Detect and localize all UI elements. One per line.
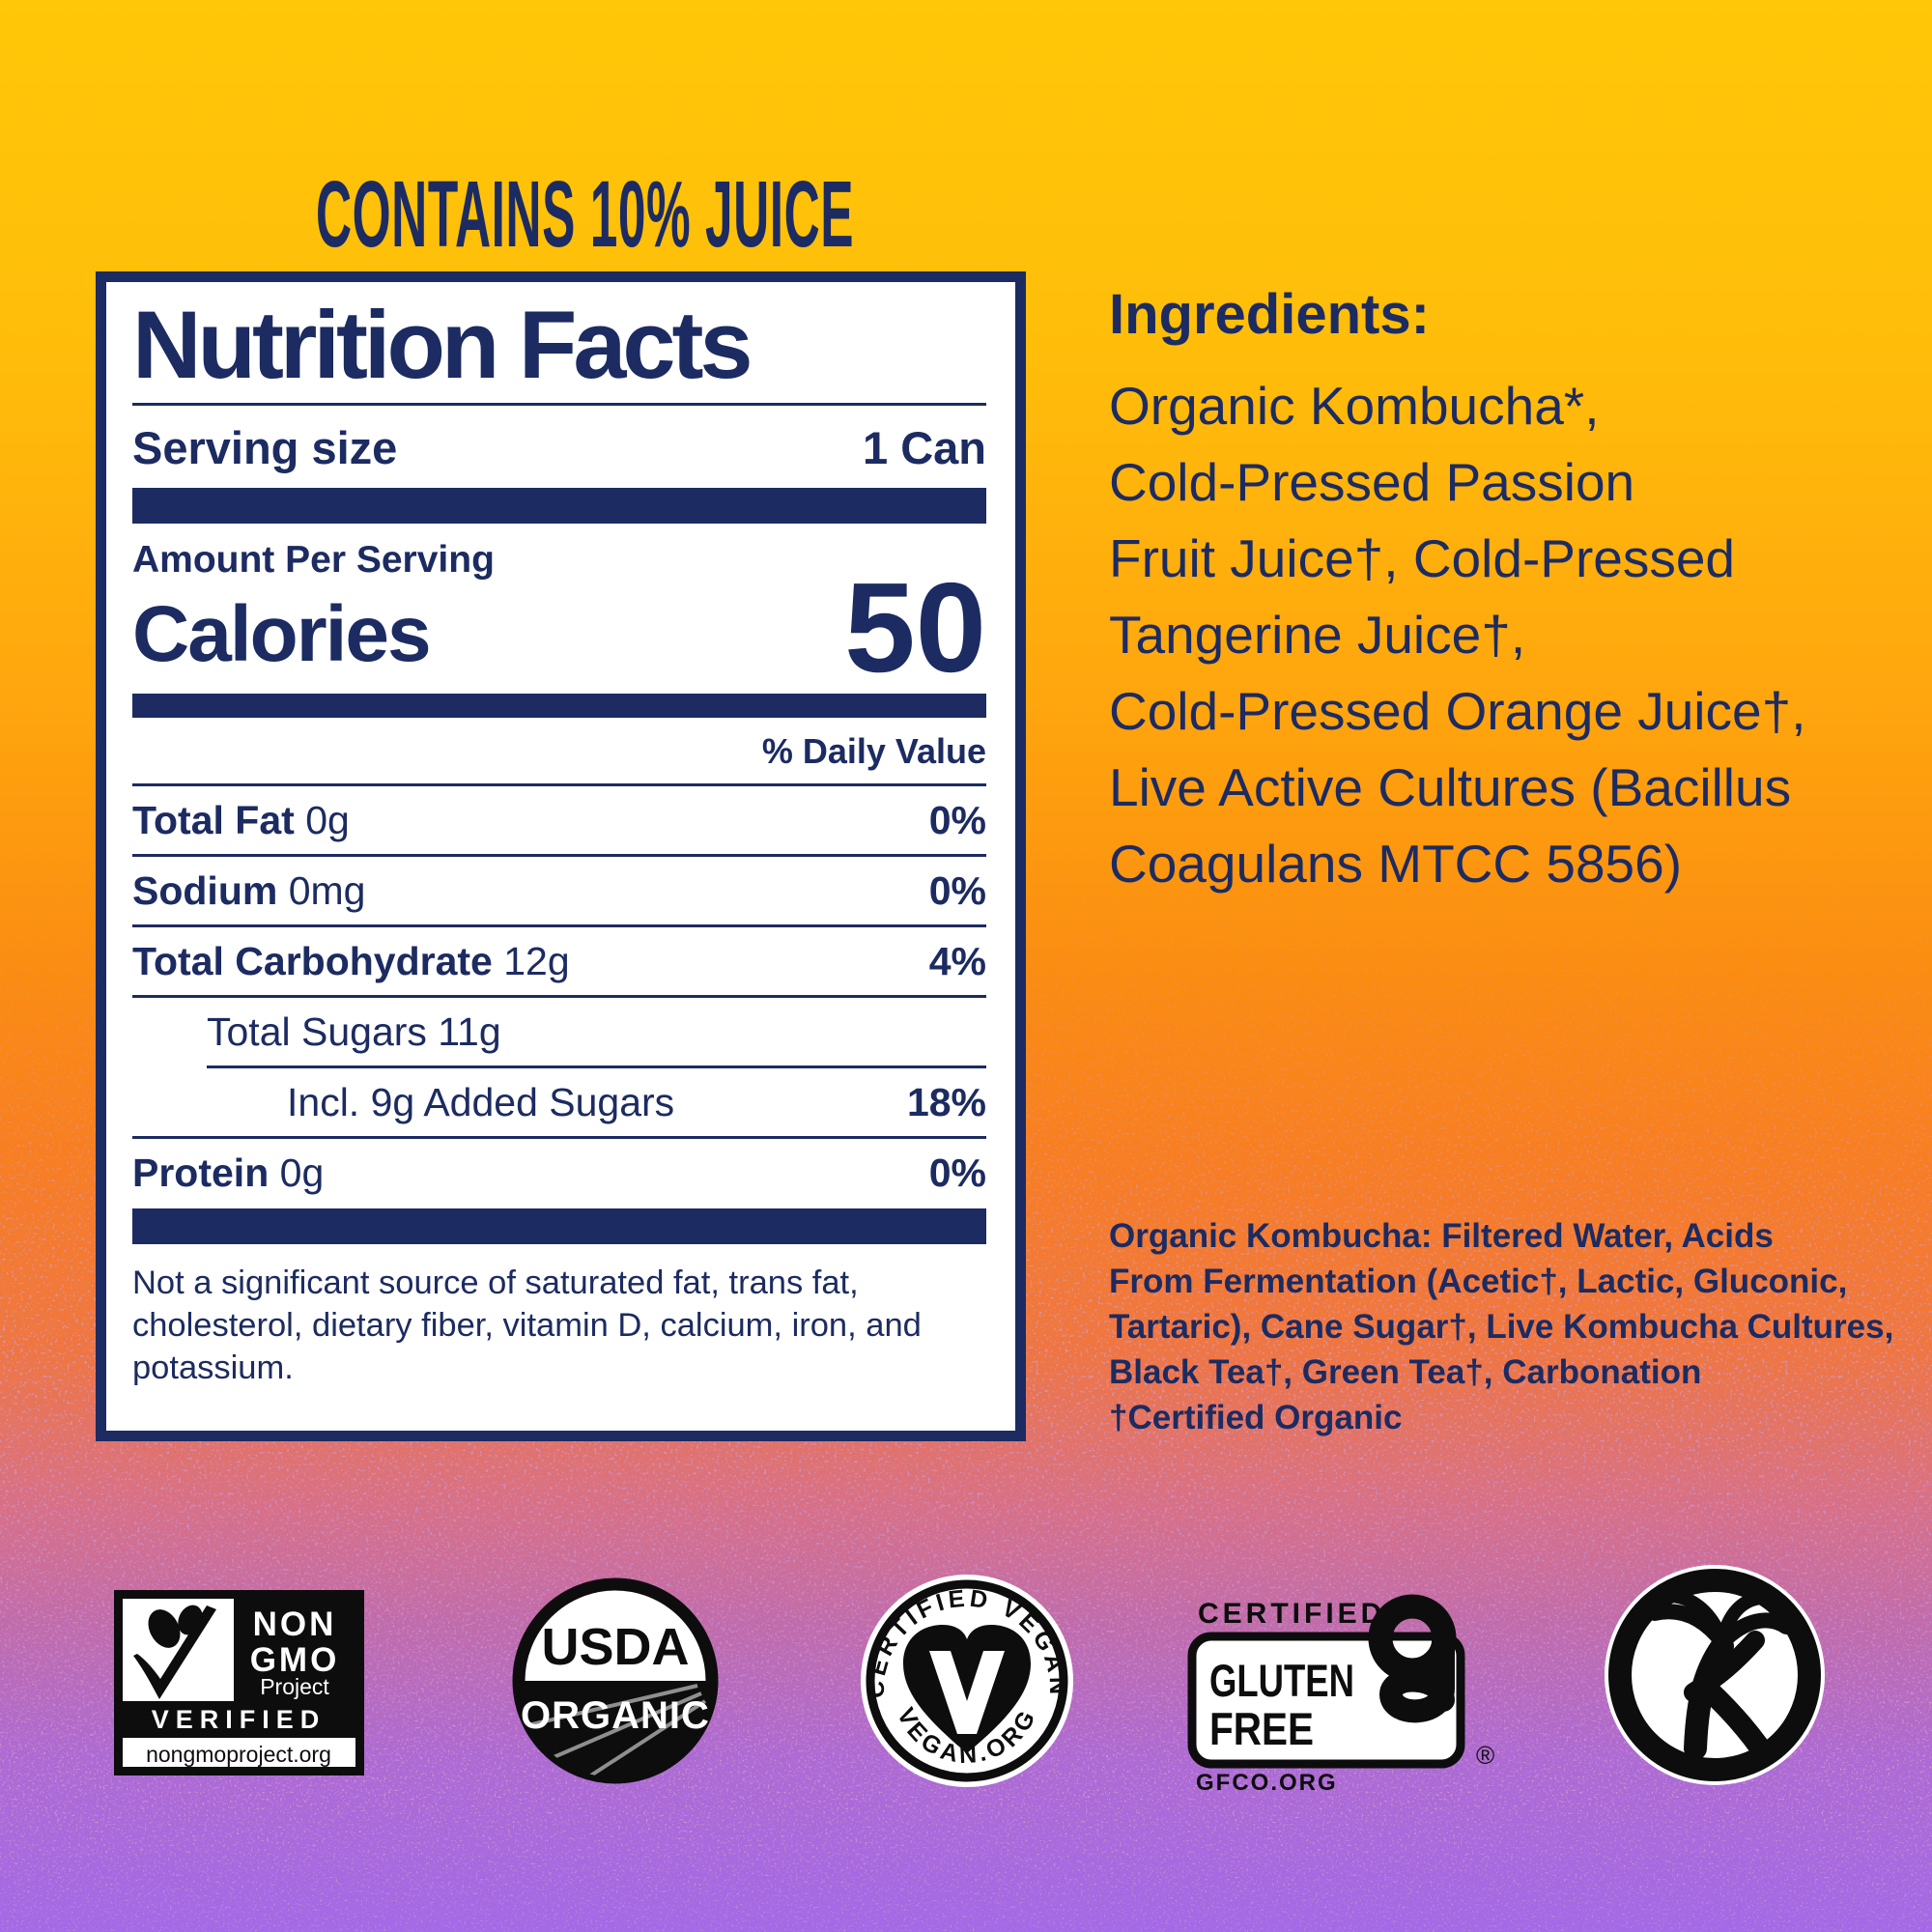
calories-label: Calories: [132, 589, 432, 678]
divider: [132, 995, 986, 999]
non-gmo-text-line1: NON: [253, 1605, 337, 1643]
sub-ingredients-line: Tartaric), Cane Sugar†, Live Kombucha Cu…: [1109, 1308, 1894, 1346]
butterfly-checkmark-icon: [133, 1605, 216, 1699]
daily-value-header: % Daily Value: [761, 731, 986, 772]
field-rows-graphic: [523, 1684, 707, 1777]
nutrient-name: Sodium: [132, 867, 289, 913]
nutrient-row-total-carbohydrate: Total Carbohydrate 12g 4%: [132, 927, 986, 995]
ingredients-heading: Ingredients:: [1109, 283, 1430, 346]
panel-footnote: Not a significant source of saturated fa…: [132, 1264, 922, 1387]
nutrient-name: Total Fat: [132, 797, 306, 842]
serving-size-value: 1 Can: [863, 421, 986, 473]
non-gmo-verified-text: VERIFIED: [152, 1705, 327, 1734]
thick-bar-protein: [132, 1208, 986, 1245]
sub-ingredients-line: From Fermentation (Acetic†, Lactic, Gluc…: [1109, 1263, 1848, 1300]
non-gmo-text-line2: GMO: [250, 1641, 340, 1679]
usda-organic-badge: USDA ORGANIC: [512, 1577, 719, 1784]
nutrient-name: Protein: [132, 1150, 280, 1195]
nutrient-row-protein: Protein 0g 0%: [132, 1139, 986, 1207]
sub-ingredients-line: Black Tea†, Green Tea†, Carbonation: [1109, 1353, 1702, 1391]
kombucha-sub-ingredients: Organic Kombucha: Filtered Water, Acids …: [1109, 1213, 1911, 1440]
divider: [132, 924, 986, 928]
nutrient-amount: 0g: [279, 1150, 325, 1195]
nutrient-amount: 0g: [305, 797, 350, 842]
usda-organic-text: ORGANIC: [521, 1694, 710, 1737]
ingredients-line: Fruit Juice†, Cold-Pressed: [1109, 528, 1736, 588]
ingredients-line: Cold-Pressed Orange Juice†,: [1109, 681, 1806, 741]
gf-url-text: GFCO.ORG: [1196, 1770, 1338, 1795]
nutrient-row-total-fat: Total Fat 0g 0%: [132, 786, 986, 854]
thick-bar-calories: [132, 694, 986, 719]
non-gmo-url-text: nongmoproject.org: [146, 1742, 331, 1767]
amount-per-serving-label: Amount Per Serving: [132, 538, 495, 581]
palm-k-icon: [1647, 1589, 1794, 1760]
certified-gluten-free-badge: CERTIFIED GLUTEN FREE ® GFCO.ORG: [1187, 1594, 1494, 1795]
gf-certified-text: CERTIFIED: [1198, 1598, 1385, 1630]
gf-gluten-text: GLUTEN: [1209, 1655, 1354, 1706]
nutrition-facts-title: Nutrition Facts: [132, 291, 753, 398]
nutrient-amount: Total Sugars 11g: [207, 1009, 501, 1054]
divider: [132, 1136, 986, 1140]
contains-juice-banner: CONTAINS 10% JUICE: [316, 161, 855, 267]
non-gmo-project-badge: NON GMO Project VERIFIED nongmoproject.o…: [114, 1590, 364, 1776]
gf-g-logo-icon: [1368, 1594, 1457, 1723]
nutrient-amount: Incl. 9g Added Sugars: [287, 1079, 675, 1124]
nutrient-name: Total Carbohydrate: [132, 938, 504, 983]
sub-ingredients-line: Organic Kombucha: Filtered Water, Acids: [1109, 1217, 1774, 1255]
nutrient-row-sodium: Sodium 0mg 0%: [132, 857, 986, 924]
divider: [132, 854, 986, 858]
nutrient-dv: 0%: [928, 867, 986, 913]
thick-bar-serving: [132, 487, 986, 524]
calories-row: Calories 50: [132, 555, 986, 698]
divider-indented: [207, 1065, 986, 1069]
nutrient-dv: 18%: [906, 1079, 986, 1124]
non-gmo-text-line3: Project: [260, 1674, 329, 1699]
gf-free-text: FREE: [1209, 1703, 1314, 1754]
kosher-palm-k-badge: [1605, 1565, 1825, 1785]
ingredients-line: Organic Kombucha*,: [1109, 376, 1600, 436]
nutrient-amount: 12g: [503, 938, 570, 983]
sub-ingredients-line: †Certified Organic: [1109, 1399, 1403, 1436]
nutrient-amount: 0mg: [288, 867, 366, 913]
divider: [132, 783, 986, 787]
usda-text: USDA: [541, 1618, 689, 1676]
ingredients-line: Tangerine Juice†,: [1109, 605, 1526, 665]
ingredients-line: Live Active Cultures (Bacillus: [1109, 757, 1792, 817]
gf-registered-mark: ®: [1476, 1741, 1494, 1770]
calories-value: 50: [844, 555, 986, 698]
nutrition-facts-panel: Nutrition Facts Serving size 1 Can Amoun…: [96, 271, 1026, 1441]
nutrient-dv: 0%: [928, 797, 986, 842]
serving-size-label: Serving size: [132, 421, 398, 473]
title-divider: [132, 402, 986, 406]
serving-size-row: Serving size 1 Can: [132, 406, 986, 488]
nutrient-dv: 4%: [928, 938, 986, 983]
ingredients-section: Ingredients: Organic Kombucha*, Cold-Pre…: [1109, 282, 1911, 902]
nutrient-dv: 0%: [928, 1150, 986, 1195]
ingredients-line: Cold-Pressed Passion: [1109, 452, 1635, 512]
ingredients-line: Coagulans MTCC 5856): [1109, 834, 1683, 894]
nutrient-row-total-sugars: Total Sugars 11g: [132, 998, 986, 1065]
certified-vegan-badge: CERTIFIED VEGAN VEGAN.ORG: [861, 1575, 1073, 1787]
nutrient-row-added-sugars: Incl. 9g Added Sugars 18%: [132, 1068, 986, 1136]
